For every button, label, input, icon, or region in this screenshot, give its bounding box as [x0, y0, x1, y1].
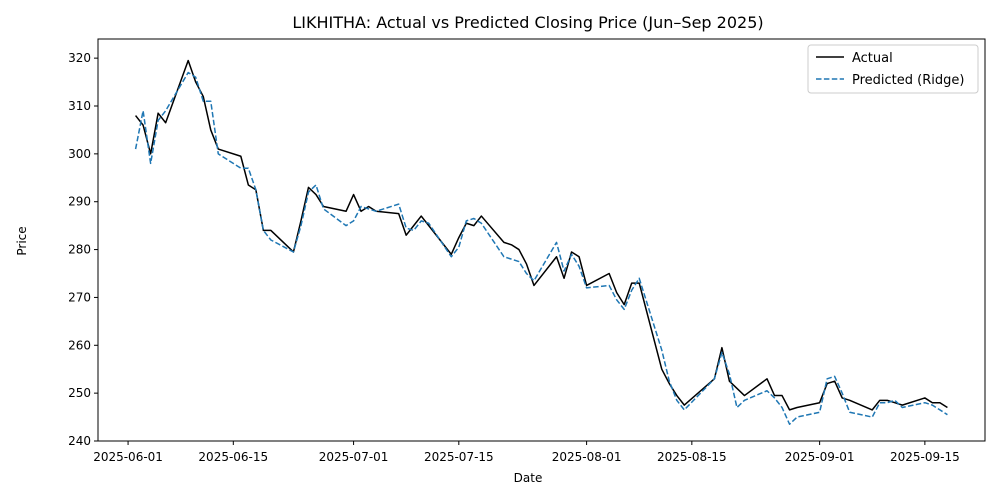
y-axis: 240 250 260 270 280 290 300 310 320 — [68, 51, 98, 448]
legend-box — [807, 44, 979, 94]
plot-area: 2025-06-01 2025-06-15 2025-07-01 2025-07-15… — [68, 38, 986, 464]
y-tick-label: 300 — [68, 147, 91, 161]
legend-label-predicted: Predicted (Ridge) — [852, 73, 964, 88]
legend: Actual Predicted (Ridge) — [807, 44, 979, 94]
x-tick-label: 2025-09-15 — [890, 450, 960, 464]
x-tick-label: 2025-07-15 — [424, 450, 494, 464]
y-axis-label: Price — [15, 226, 29, 255]
x-tick-label: 2025-09-01 — [785, 450, 855, 464]
plot-frame — [97, 38, 986, 442]
series-layer — [134, 59, 948, 425]
legend-label-actual: Actual — [852, 51, 893, 66]
y-tick-label: 280 — [68, 243, 91, 257]
x-axis-label: Date — [514, 471, 543, 485]
y-tick-label: 290 — [68, 195, 91, 209]
y-tick-label: 250 — [68, 386, 91, 400]
y-tick-label: 320 — [68, 51, 91, 65]
series-line-predicted — [134, 71, 948, 425]
x-tick-label: 2025-08-15 — [657, 450, 727, 464]
y-tick-label: 310 — [68, 99, 91, 113]
y-tick-label: 270 — [68, 290, 91, 304]
chart-title: LIKHITHA: Actual vs Predicted Closing Pr… — [292, 13, 763, 32]
x-tick-label: 2025-07-01 — [319, 450, 389, 464]
x-tick-label: 2025-06-15 — [198, 450, 268, 464]
x-tick-label: 2025-06-01 — [93, 450, 163, 464]
y-tick-label: 240 — [68, 434, 91, 448]
x-tick-label: 2025-08-01 — [552, 450, 622, 464]
x-axis: 2025-06-01 2025-06-15 2025-07-01 2025-07-15… — [93, 441, 960, 464]
y-tick-label: 260 — [68, 338, 91, 352]
